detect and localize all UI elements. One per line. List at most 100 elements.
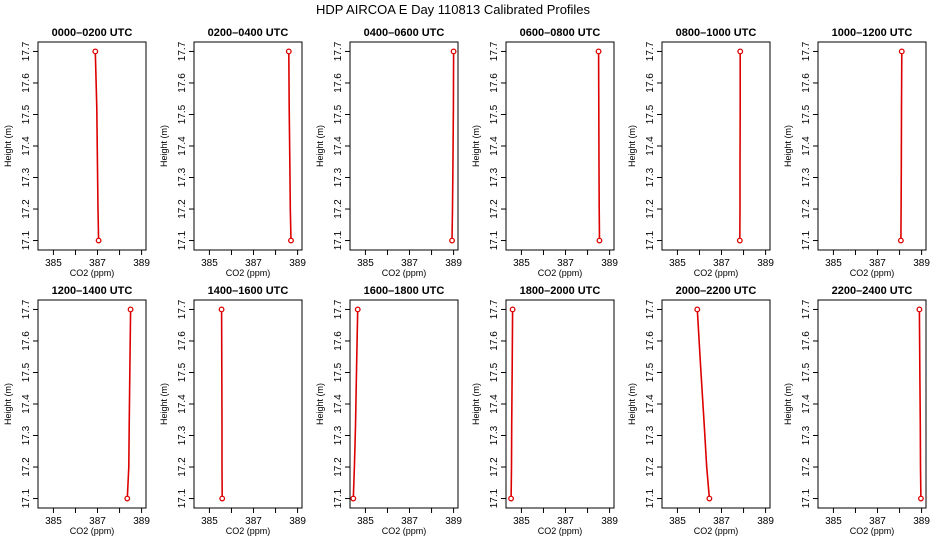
plot-frame [817,41,927,251]
y-tick-label: 17.3 [801,425,812,445]
plot-frame [193,41,303,251]
y-tick-label: 17.1 [489,488,500,508]
x-tick-label: 385 [45,258,62,269]
plot-frame [505,41,615,251]
y-tick-label: 17.5 [21,104,32,124]
y-tick-label: 17.5 [489,104,500,124]
y-tick-label: 17.2 [333,199,344,219]
y-tick-label: 17.1 [801,488,812,508]
chart-panel: 1000–1200 UTC 385 387 389 17.1 17.2 17.3 17.4 17… [783,27,930,278]
plot-frame [505,299,615,509]
y-tick-label: 17.3 [177,425,188,445]
panel-title: 2000–2200 UTC [676,285,757,297]
panel-title: 0000–0200 UTC [52,27,133,39]
panel-title: 0200–0400 UTC [208,27,289,39]
y-tick-label: 17.4 [177,136,188,156]
x-axis-label: CO2 (ppm) [850,268,895,278]
y-tick-label: 17.3 [645,425,656,445]
data-point [595,48,602,55]
x-tick-label: 389 [757,258,774,269]
y-tick-label: 17.5 [21,362,32,382]
x-tick-label: 389 [601,516,618,527]
chart-panel: 2000–2200 UTC 385 387 389 17.1 17.2 17.3 17.4 17… [627,285,774,536]
y-tick-label: 17.6 [645,73,656,93]
co2-profile-line [352,309,359,499]
co2-profile-line [451,51,455,241]
chart-panel: 0000–0200 UTC 385 387 389 17.1 17.2 17.3 17.4 17… [3,27,150,278]
data-point [285,48,292,55]
y-tick-label: 17.4 [801,394,812,414]
y-tick-label: 17.7 [21,299,32,319]
chart-panel: 0600–0800 UTC 385 387 389 17.1 17.2 17.3 17.4 17… [471,27,618,278]
x-tick-label: 389 [913,516,930,527]
data-point [95,237,102,244]
x-axis-label: CO2 (ppm) [538,268,583,278]
panel-title: 0800–1000 UTC [676,27,757,39]
data-point [706,495,713,502]
co2-profile-line [288,51,292,241]
x-tick-label: 389 [757,516,774,527]
y-tick-label: 17.5 [333,104,344,124]
y-tick-label: 17.1 [645,488,656,508]
x-tick-label: 387 [89,258,106,269]
data-point [127,306,134,313]
x-tick-label: 389 [133,258,150,269]
y-tick-label: 17.2 [177,199,188,219]
x-tick-label: 389 [133,516,150,527]
data-point [219,495,226,502]
chart-panel: 0400–0600 UTC 385 387 389 17.1 17.2 17.3 17.4 17… [315,27,462,278]
y-tick-label: 17.2 [21,457,32,477]
data-point [350,495,357,502]
y-tick-label: 17.6 [177,331,188,351]
panel-title: 1400–1600 UTC [208,285,289,297]
co2-profile-line [918,309,922,499]
x-tick-label: 389 [913,258,930,269]
data-point [694,306,701,313]
y-tick-label: 17.3 [177,167,188,187]
y-axis-label: Height (m) [159,125,169,167]
x-tick-label: 387 [713,258,730,269]
plot-frame [661,41,771,251]
y-tick-label: 17.5 [645,104,656,124]
y-tick-label: 17.1 [333,230,344,250]
x-tick-label: 385 [357,516,374,527]
data-point [596,237,603,244]
panel-title: 1000–1200 UTC [832,27,913,39]
co2-profile-line [126,309,132,499]
y-tick-label: 17.4 [21,136,32,156]
y-tick-label: 17.2 [801,457,812,477]
y-tick-label: 17.7 [177,41,188,61]
x-tick-label: 385 [201,516,218,527]
x-tick-label: 385 [669,258,686,269]
panel-title: 1800–2000 UTC [520,285,601,297]
y-tick-label: 17.1 [21,230,32,250]
plot-frame [661,299,771,509]
y-tick-label: 17.5 [489,362,500,382]
y-axis-label: Height (m) [3,383,13,425]
chart-panel: 1600–1800 UTC 385 387 389 17.1 17.2 17.3 17.4 17… [315,285,462,536]
y-tick-label: 17.7 [489,41,500,61]
y-tick-label: 17.2 [177,457,188,477]
y-tick-label: 17.3 [21,425,32,445]
y-tick-label: 17.6 [21,331,32,351]
figure-title: HDP AIRCOA E Day 110813 Calibrated Profi… [316,2,591,17]
chart-panel: 1400–1600 UTC 385 387 389 17.1 17.2 17.3 17.4 17… [159,285,306,536]
x-axis-label: CO2 (ppm) [382,268,427,278]
panels-grid: 0000–0200 UTC 385 387 389 17.1 17.2 17.3 17.4 17… [3,27,930,536]
y-tick-label: 17.6 [333,73,344,93]
y-tick-label: 17.5 [801,104,812,124]
y-tick-label: 17.2 [645,457,656,477]
x-axis-label: CO2 (ppm) [226,526,271,536]
co2-profile-line [696,309,711,499]
x-tick-label: 387 [713,516,730,527]
y-tick-label: 17.5 [177,104,188,124]
chart-panel: 2200–2400 UTC 385 387 389 17.1 17.2 17.3 17.4 17… [783,285,930,536]
y-tick-label: 17.4 [489,394,500,414]
y-tick-label: 17.1 [489,230,500,250]
x-axis-label: CO2 (ppm) [382,526,427,536]
y-tick-label: 17.3 [333,167,344,187]
data-point [124,495,131,502]
x-tick-label: 385 [201,258,218,269]
y-tick-label: 17.3 [21,167,32,187]
